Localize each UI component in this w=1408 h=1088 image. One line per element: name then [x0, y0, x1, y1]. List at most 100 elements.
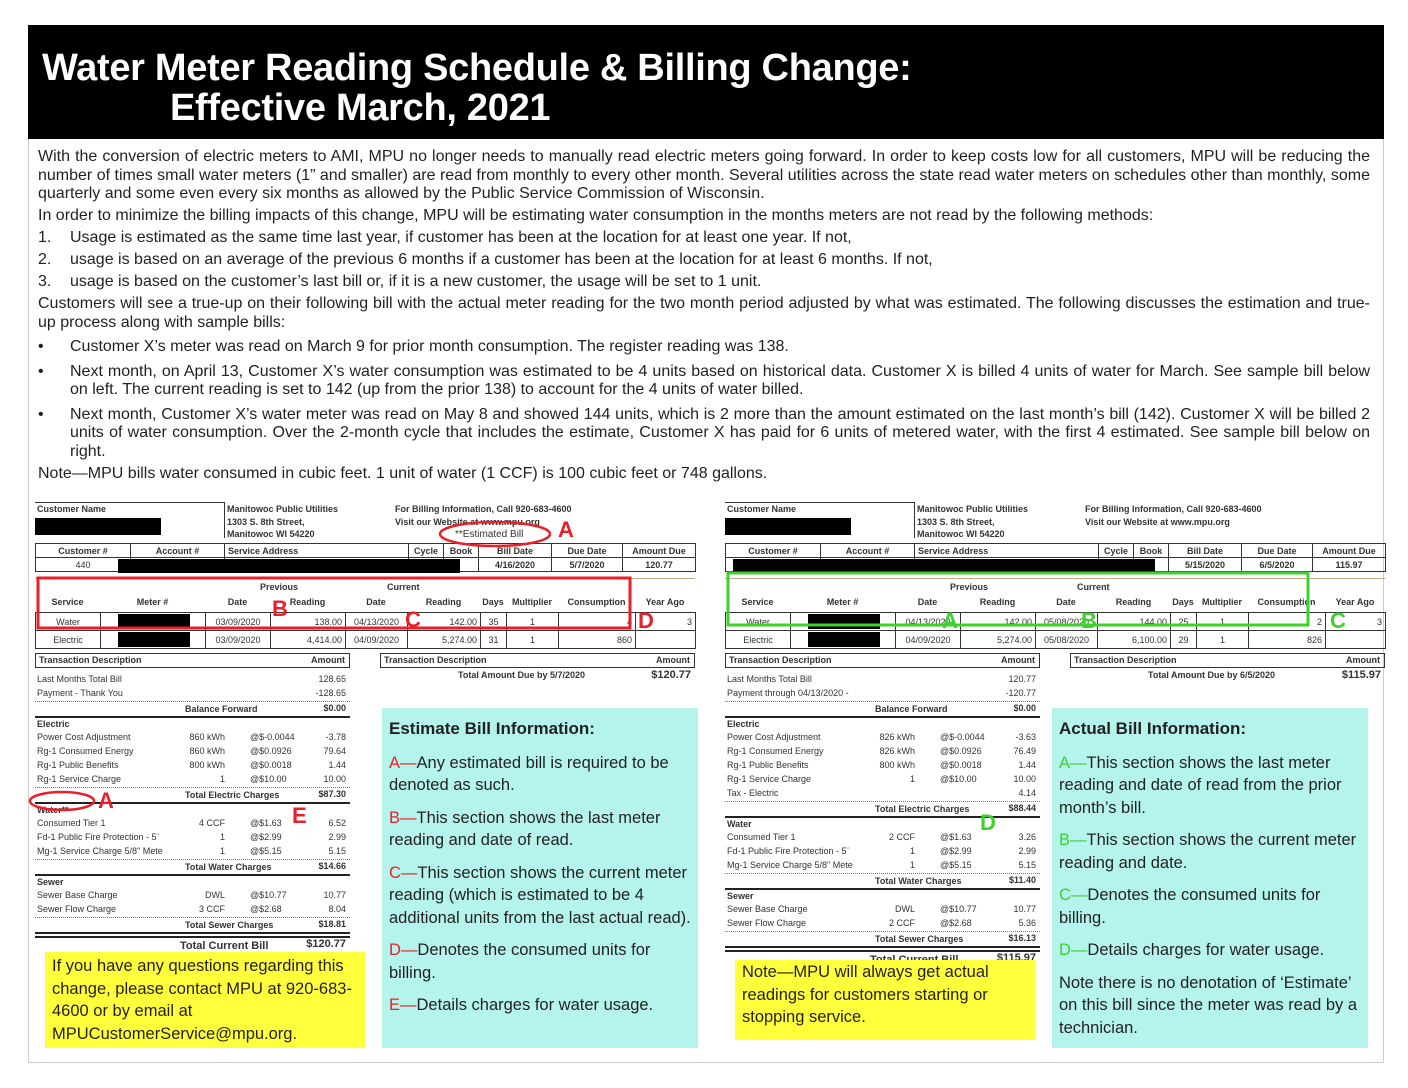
annotation-letter: E — [292, 803, 307, 828]
bullet-icon: • — [38, 362, 44, 380]
info-letter: A — [1059, 753, 1071, 772]
method-text: Usage is estimated as the same time last… — [70, 229, 852, 246]
meter-header: Date — [227, 597, 248, 607]
info-dash: — — [400, 996, 417, 1014]
customer-name-box — [35, 502, 225, 538]
transaction-description: Rg-1 Consumed Energy — [37, 746, 134, 756]
transaction-description-header: Transaction Description — [384, 655, 487, 665]
current-group-header: Current — [387, 582, 420, 592]
info-text: This section shows the last meter readin… — [1059, 753, 1342, 817]
transaction-amount: 8.04 — [328, 904, 346, 914]
info-text: Denotes the consumed units for billing. — [1059, 886, 1321, 927]
info-text: Any estimated bill is required to be den… — [389, 753, 669, 795]
info-item: C—Denotes the consumed units for billing… — [1059, 884, 1361, 929]
customer-name-box — [725, 502, 915, 538]
transaction-description: Consumed Tier 1 — [37, 818, 106, 828]
meter-header: Meter # — [136, 597, 169, 607]
paragraph: In order to minimize the billing impacts… — [38, 206, 1154, 224]
info-letter: B — [389, 808, 401, 827]
transaction-rate: @$1.63 — [940, 832, 972, 842]
transaction-description: Last Months Total Bill — [37, 674, 122, 684]
transaction-quantity: 826 kWh — [879, 746, 915, 756]
transaction-row: Consumed Tier 1 2 CCF @$1.63 3.26 — [725, 831, 1040, 845]
utility-address-line: Manitowoc WI 54220 — [917, 529, 1005, 539]
transaction-row: Rg-1 Public Benefits 800 kWh @$0.0018 1.44 — [35, 759, 350, 773]
transaction-quantity: 800 kWh — [879, 760, 915, 770]
info-text: This section shows the last meter readin… — [389, 808, 661, 850]
transaction-row: Consumed Tier 1 4 CCF @$1.63 6.52 — [35, 817, 350, 831]
transaction-quantity: 1 — [909, 846, 915, 856]
transaction-rate: @$0.0018 — [250, 760, 292, 770]
annotation-letter: C — [405, 607, 421, 632]
transaction-amount: 10.77 — [1013, 904, 1036, 914]
subtotal-row: Total Water Charges $11.40 — [725, 873, 1040, 890]
transaction-quantity: 1 — [909, 774, 915, 784]
transaction-description: Total Water Charges — [185, 862, 272, 872]
transaction-quantity: DWL — [205, 890, 225, 900]
transaction-amount: 6.52 — [328, 818, 346, 828]
summary-panel: Transaction Description Amount Total Amoun… — [380, 653, 695, 685]
transaction-amount: 4.14 — [1018, 788, 1036, 798]
transaction-description: Mg-1 Service Charge 5/8" Mete — [37, 846, 163, 856]
estimated-bill-highlight — [438, 520, 552, 548]
service-note-text: Note—MPU will always get actual readings… — [742, 963, 989, 1026]
transaction-description: Sewer Flow Charge — [37, 904, 117, 914]
info-dash: — — [400, 808, 417, 827]
transaction-amount: -128.65 — [315, 688, 346, 698]
transaction-row: Sewer Base Charge DWL @$10.77 10.77 — [725, 903, 1040, 917]
transaction-row: Last Months Total Bill 120.77 — [725, 673, 1040, 687]
transaction-quantity: 1 — [219, 774, 225, 784]
transaction-amount: 3.26 — [1018, 832, 1036, 842]
meter-header: Reading — [289, 597, 326, 607]
transaction-row: Rg-1 Consumed Energy 860 kWh @$0.0926 79.64 — [35, 745, 350, 759]
paragraph: Customers will see a true-up on their fo… — [38, 295, 1370, 331]
annotation-letter: A — [98, 788, 114, 813]
transaction-description: Total Electric Charges — [875, 804, 970, 814]
note-text: Note—MPU bills water consumed in cubic f… — [38, 465, 768, 482]
section-header: Sewer — [725, 890, 1040, 903]
transaction-amount: 79.64 — [323, 746, 346, 756]
transaction-rate: @$2.99 — [940, 846, 972, 856]
transaction-description: Electric — [727, 719, 760, 729]
info-note: Note there is no denotation of ‘Estimate… — [1059, 973, 1358, 1037]
transactions-panel: Transaction Description Amount Last Months… — [725, 653, 1040, 972]
estimated-bill-label: **Estimated Bill — [455, 529, 524, 540]
transaction-description: Total Water Charges — [875, 876, 962, 886]
transaction-description: Payment - Thank You — [37, 688, 123, 698]
box-title: Estimate Bill Information: — [389, 719, 595, 738]
info-item: E—Details charges for water usage. — [389, 994, 691, 1017]
intro-text: With the conversion of electric meters t… — [38, 148, 1370, 487]
billing-info-line: For Billing Information, Call 920-683-46… — [1085, 504, 1262, 514]
previous-reading-highlight — [36, 576, 632, 630]
transaction-description: Tax - Electric — [727, 788, 779, 798]
transaction-amount: -120.77 — [1005, 688, 1036, 698]
method-number: 2. — [38, 251, 52, 268]
actual-bill-info-box: Actual Bill Information: A—This section … — [1052, 708, 1368, 1048]
meter-header: Reading — [1115, 597, 1152, 607]
transaction-amount: -3.78 — [325, 732, 346, 742]
info-dash: — — [1070, 941, 1088, 959]
section-header: Sewer — [35, 876, 350, 889]
transaction-row: Rg-1 Public Benefits 800 kWh @$0.0018 1.44 — [725, 759, 1040, 773]
info-text: Denotes the consumed units for billing. — [389, 941, 651, 982]
transactions-header: Transaction Description Amount — [725, 653, 1040, 668]
transaction-description: Power Cost Adjustment — [37, 732, 131, 742]
customer-name-label: Customer Name — [727, 504, 797, 514]
transaction-row: Rg-1 Service Charge 1 @$10.00 10.00 — [725, 773, 1040, 787]
transaction-rate: @$2.99 — [250, 832, 282, 842]
transaction-description: Rg-1 Public Benefits — [727, 760, 809, 770]
transaction-quantity: 826 kWh — [879, 732, 915, 742]
info-item: D—Denotes the consumed units for billing… — [389, 939, 691, 984]
estimate-bill-info-box: Estimate Bill Information: A—Any estimat… — [382, 708, 698, 1048]
transaction-amount: 128.65 — [318, 674, 346, 684]
customer-name-label: Customer Name — [37, 504, 107, 514]
subtotal-row: Total Water Charges $14.66 — [35, 859, 350, 876]
transaction-amount: $16.13 — [1008, 933, 1036, 943]
transaction-amount: 1.44 — [328, 760, 346, 770]
method-item: 2. usage is based on an average of the pr… — [38, 251, 1370, 270]
info-text: This section shows the current meter rea… — [389, 863, 691, 927]
meter-cell — [1325, 630, 1386, 649]
meter-header: Reading — [979, 597, 1016, 607]
total-due-amount: $120.77 — [651, 669, 691, 681]
reading-highlight — [726, 571, 1310, 627]
